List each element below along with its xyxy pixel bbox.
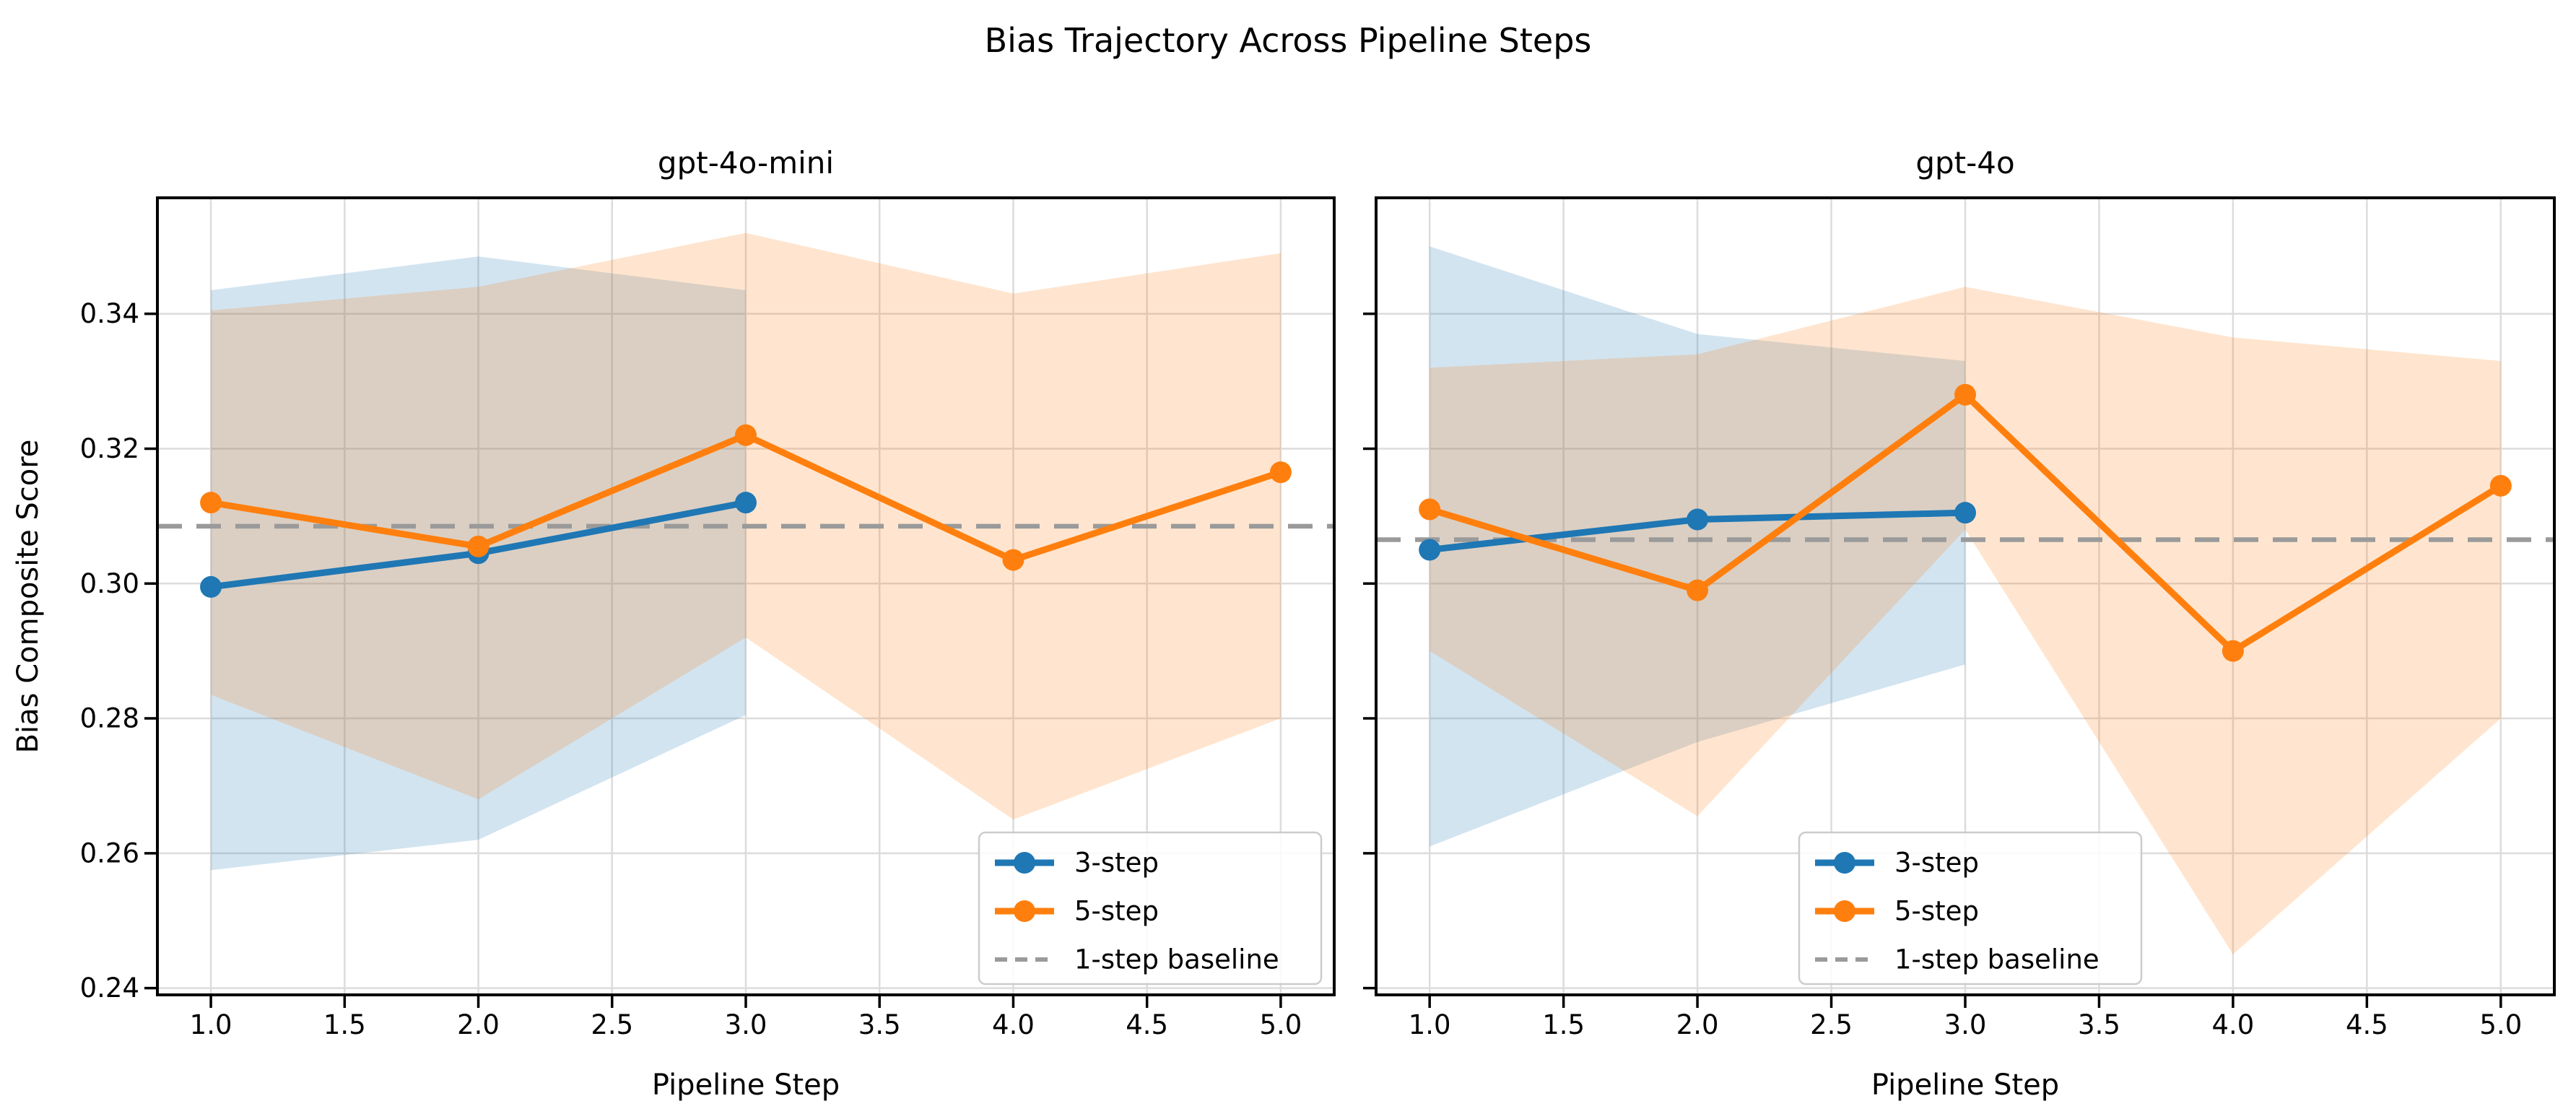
x-tick-label: 2.0 xyxy=(457,1009,500,1040)
y-tick-label: 0.28 xyxy=(80,703,139,734)
data-point-5-step xyxy=(1002,549,1024,571)
x-tick-label: 1.5 xyxy=(1542,1009,1585,1040)
legend-label: 1-step baseline xyxy=(1894,944,2099,975)
data-point-5-step xyxy=(1687,579,1709,601)
data-point-5-step xyxy=(467,535,489,557)
x-tick-label: 4.0 xyxy=(2211,1009,2254,1040)
data-point-5-step xyxy=(1954,383,1976,406)
x-axis-label-left: Pipeline Step xyxy=(652,1069,840,1102)
x-axis-label-right: Pipeline Step xyxy=(1871,1069,2059,1102)
x-tick-label: 5.0 xyxy=(2479,1009,2522,1040)
figure-title: Bias Trajectory Across Pipeline Steps xyxy=(985,21,1592,60)
data-point-5-step xyxy=(2489,474,2512,497)
y-tick-label: 0.34 xyxy=(80,298,139,329)
data-point-5-step xyxy=(2222,640,2244,662)
subplot-gpt-4o-mini: 1.0 1.5 2.0 2.5 3.0 3.5 4.0 4.5 5.0 0.24 0.26 0.28 0… xyxy=(80,196,1336,1040)
legend-label: 5-step xyxy=(1894,896,1979,927)
data-point-3-step xyxy=(1419,539,1441,561)
legend-label: 5-step xyxy=(1074,896,1159,927)
legend-marker xyxy=(1834,900,1855,922)
x-tick-label: 2.5 xyxy=(1810,1009,1853,1040)
subplot-title-right: gpt-4o xyxy=(1915,145,2014,180)
x-tick-label: 3.0 xyxy=(725,1009,767,1040)
x-tick-label: 1.5 xyxy=(323,1009,366,1040)
x-tick-label: 2.5 xyxy=(591,1009,633,1040)
legend-item-5-step: 5-step xyxy=(995,896,1159,927)
data-point-5-step xyxy=(735,424,757,446)
data-point-5-step xyxy=(1269,461,1292,484)
subplot-gpt-4o: 1.0 1.5 2.0 2.5 3.0 3.5 4.0 4.5 5.0 xyxy=(1363,196,2556,1040)
legend-item-3-step: 3-step xyxy=(995,848,1159,879)
legend-right-subplot: 3-step 5-step 1-step baseline xyxy=(1798,831,2143,985)
legend-marker xyxy=(1014,852,1035,874)
legend-left-subplot: 3-step 5-step 1-step baseline xyxy=(978,831,1323,985)
x-tick-label: 4.5 xyxy=(1126,1009,1168,1040)
subplot-title-left: gpt-4o-mini xyxy=(658,145,834,180)
legend-label: 3-step xyxy=(1894,848,1979,879)
legend-box xyxy=(1798,831,2143,985)
x-tick-label: 4.5 xyxy=(2346,1009,2388,1040)
data-point-3-step xyxy=(1687,508,1709,531)
x-tick-label: 2.0 xyxy=(1676,1009,1719,1040)
x-tick-label: 1.0 xyxy=(190,1009,232,1040)
legend-item-3-step: 3-step xyxy=(1815,848,1979,879)
legend-marker xyxy=(1014,900,1035,922)
legend-box xyxy=(978,831,1323,985)
data-point-3-step xyxy=(1954,502,1976,524)
legend-item-5-step: 5-step xyxy=(1815,896,1979,927)
legend-marker xyxy=(1834,852,1855,874)
legend-item-baseline: 1-step baseline xyxy=(1815,944,2099,975)
y-tick-label: 0.30 xyxy=(80,568,139,599)
y-tick-label: 0.24 xyxy=(80,972,139,1004)
data-point-3-step xyxy=(200,575,222,598)
x-tick-label: 1.0 xyxy=(1409,1009,1451,1040)
legend-label: 3-step xyxy=(1074,848,1159,879)
confidence-band-5-step xyxy=(1430,287,2501,954)
data-point-5-step xyxy=(1419,498,1441,521)
confidence-band-3-step xyxy=(1430,246,1965,847)
x-tick-label: 5.0 xyxy=(1259,1009,1302,1040)
y-axis-label: Bias Composite Score xyxy=(12,440,45,754)
y-tick-label: 0.26 xyxy=(80,837,139,869)
y-tick-label: 0.32 xyxy=(80,433,139,464)
x-tick-label: 3.5 xyxy=(858,1009,901,1040)
x-tick-label: 4.0 xyxy=(992,1009,1035,1040)
legend-label: 1-step baseline xyxy=(1074,944,1279,975)
legend-item-baseline: 1-step baseline xyxy=(995,944,1279,975)
x-tick-label: 3.0 xyxy=(1944,1009,1987,1040)
data-point-3-step xyxy=(735,492,757,514)
x-tick-label: 3.5 xyxy=(2078,1009,2120,1040)
data-point-5-step xyxy=(200,492,222,514)
